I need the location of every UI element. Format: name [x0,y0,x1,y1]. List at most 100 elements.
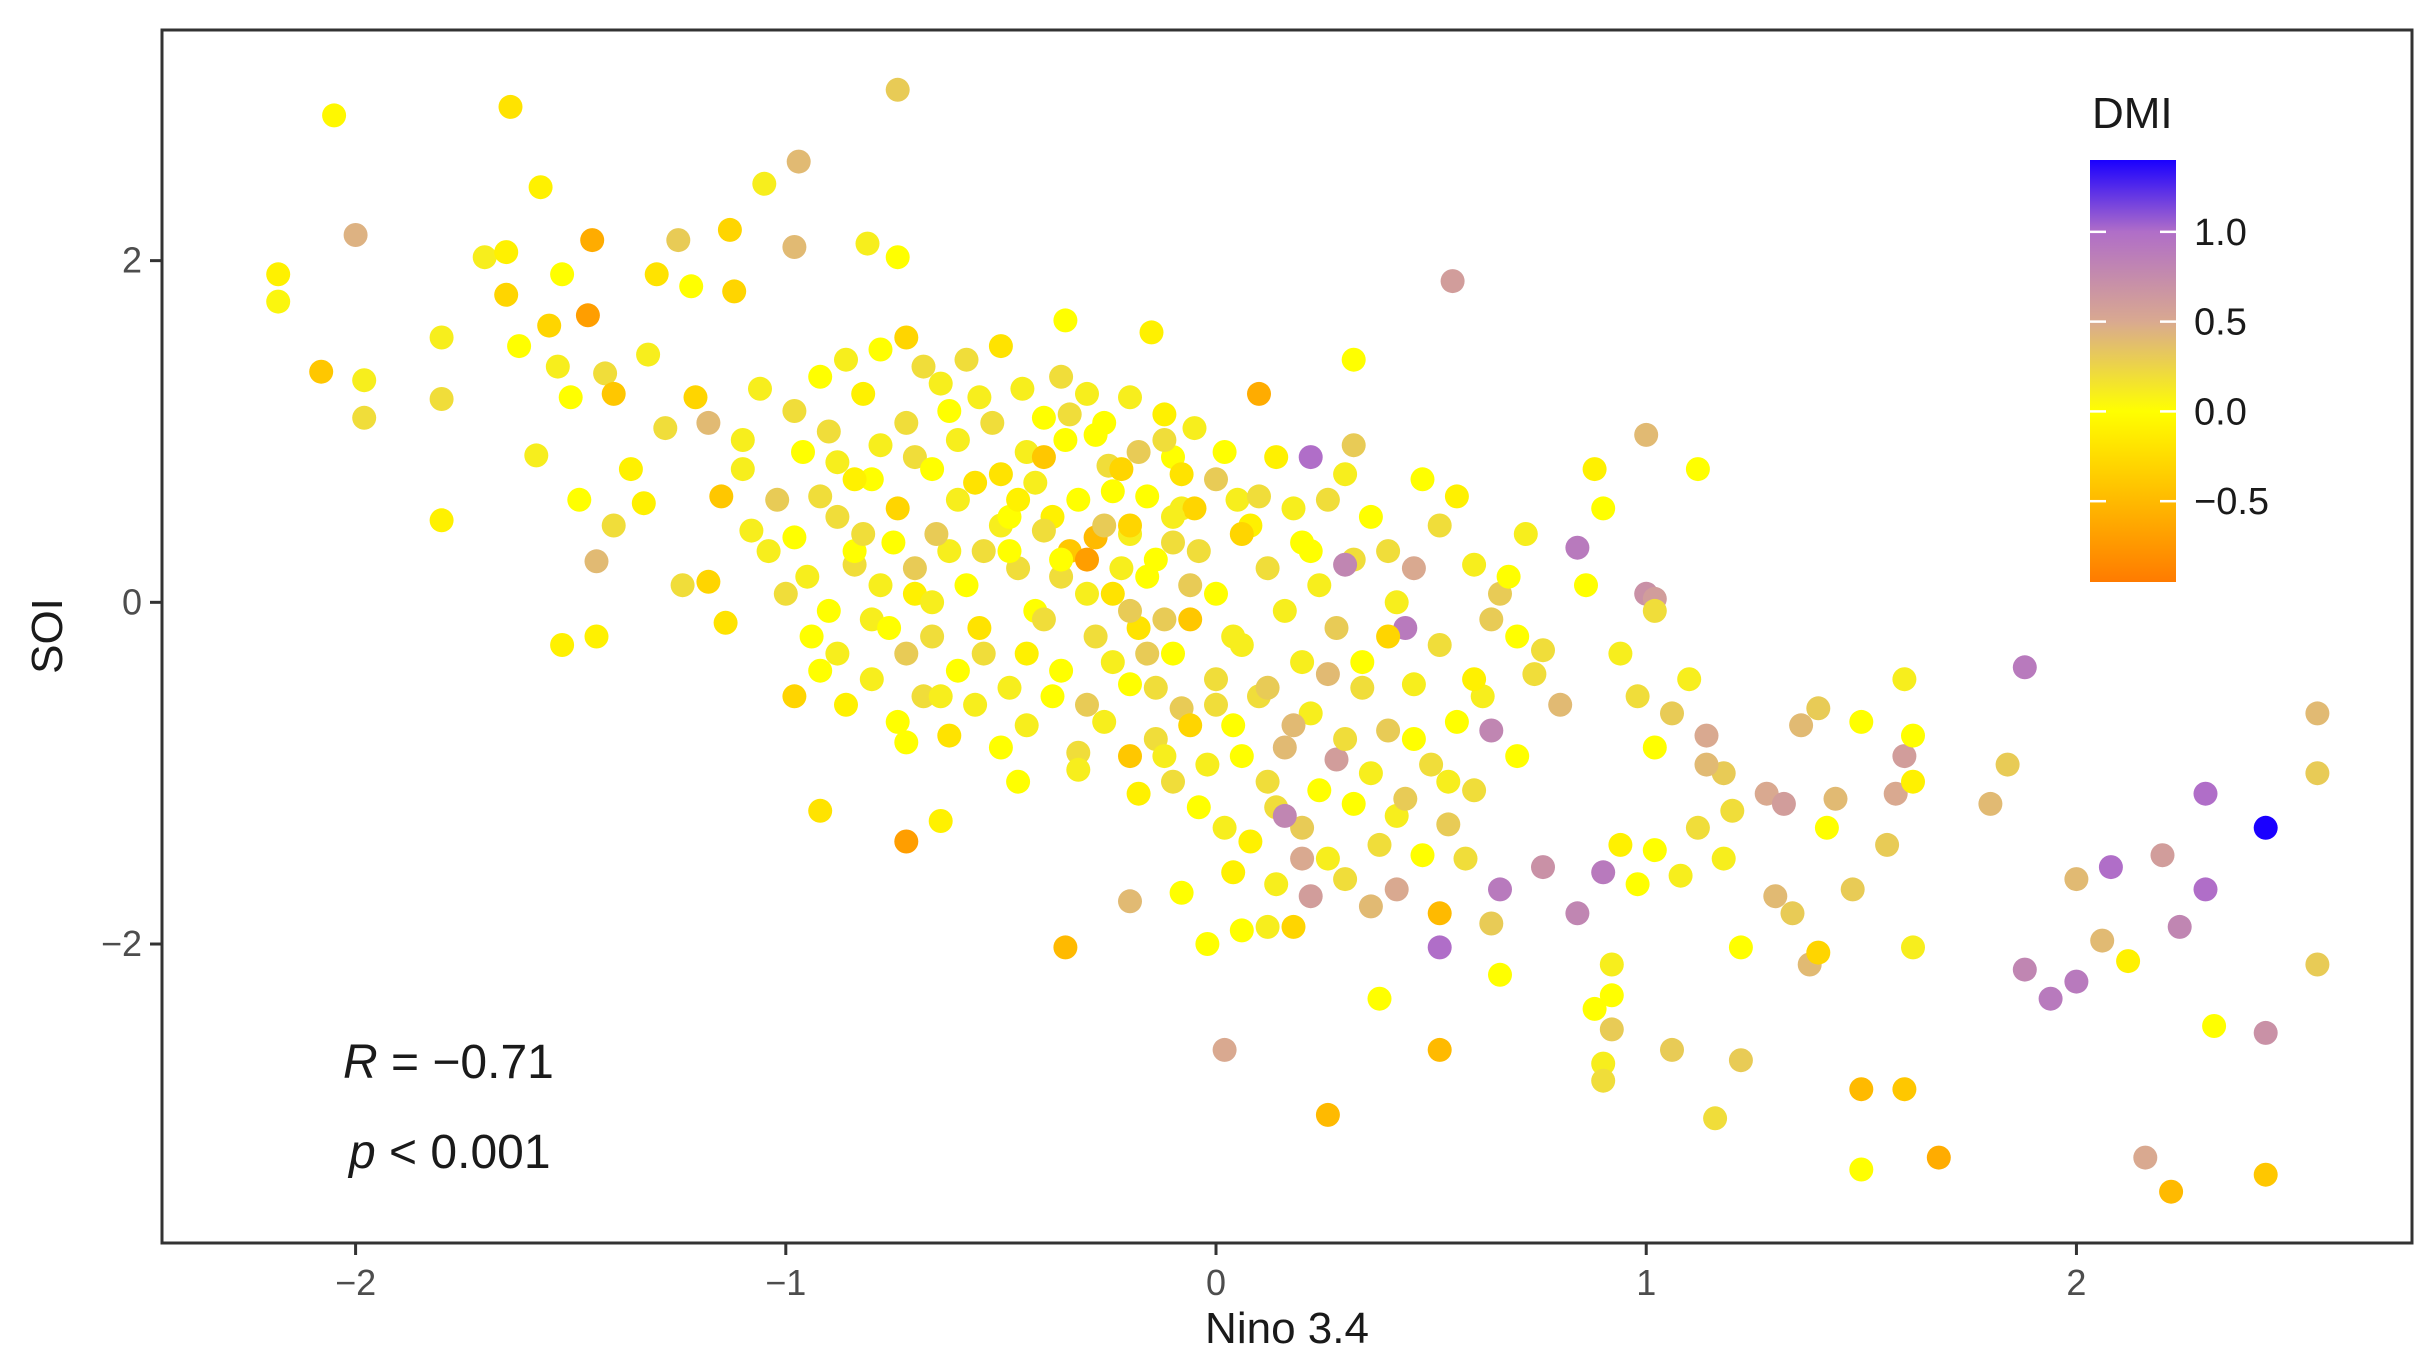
data-point [1427,935,1452,960]
data-point [1066,757,1091,782]
data-point [1053,308,1078,333]
data-point [1053,935,1078,960]
data-point [816,598,841,623]
data-point [1677,667,1702,692]
data-point [1780,901,1805,926]
data-point [1608,641,1633,666]
data-point [1462,667,1487,692]
data-point [1892,744,1917,769]
data-point [1728,935,1753,960]
data-point [1255,769,1280,794]
data-point [1840,877,1865,902]
data-point [1049,564,1074,589]
data-point [1161,504,1185,529]
data-point [1694,723,1719,748]
data-point [1075,581,1099,606]
data-point [1376,539,1401,564]
data-point [1135,641,1160,666]
data-point [1462,552,1487,577]
data-point [1350,675,1375,700]
data-point [1255,914,1280,939]
data-point [1625,684,1650,709]
data-point [791,440,815,464]
data-point [1427,633,1452,657]
legend-tick-label: 0.5 [2194,302,2247,344]
data-point [851,522,876,546]
data-point [309,359,334,384]
data-point [1814,815,1839,840]
data-point [825,641,850,666]
data-point [1100,479,1125,504]
data-point [1720,798,1745,823]
data-point [1143,547,1168,572]
data-point [1341,433,1366,458]
data-point [799,624,824,649]
data-point [1728,1048,1753,1073]
data-point [1875,832,1900,857]
data-point [1272,598,1297,623]
data-point [1883,781,1908,806]
data-point [1806,940,1831,965]
data-point [2305,701,2330,726]
data-point [739,518,764,543]
data-point [1255,675,1280,700]
data-point [920,457,945,482]
data-point [911,354,936,379]
data-point [1892,1077,1917,1102]
data-point [1505,744,1530,769]
data-point [1625,872,1650,897]
data-point [1229,918,1254,943]
data-point [1358,894,1383,919]
data-point [859,467,884,492]
data-point [1118,744,1142,769]
data-point [1634,422,1659,447]
data-point [2116,949,2141,974]
data-point [1444,484,1469,509]
data-point [1031,445,1056,470]
data-point [1410,843,1435,868]
data-point [997,675,1022,700]
data-point [2193,877,2218,902]
data-point [2305,761,2330,786]
data-point [1333,462,1358,487]
data-point [537,313,562,338]
data-point [808,658,833,683]
data-point [2159,1179,2184,1204]
r-annotation: R = −0.71 [343,1036,554,1089]
data-point [1823,786,1848,811]
data-point [2133,1145,2158,1170]
data-point [1440,269,1465,294]
data-point [937,539,962,564]
data-point [1075,381,1099,406]
data-point [1118,598,1142,623]
data-point [1505,624,1530,649]
data-point [881,530,906,555]
data-point [924,522,949,546]
data-point [1358,504,1383,529]
data-point [1462,778,1487,803]
data-point [1496,564,1521,589]
data-point [928,684,953,709]
legend-title: DMI [2092,89,2173,138]
data-point [1315,846,1340,871]
data-point [1531,855,1555,880]
data-point [1367,986,1392,1011]
color-legend: DMI 1.0 0.5 0.0 −0.5 [2090,89,2269,582]
data-point [971,641,996,666]
data-point [928,809,953,833]
data-point [885,496,910,521]
data-point [1152,402,1177,427]
data-point [1298,884,1323,909]
data-point [1066,487,1091,512]
data-point [1608,832,1633,857]
data-point [894,730,919,755]
data-point [352,405,377,430]
data-point [1324,747,1349,772]
y-axis: 2 0 −2 [101,240,162,964]
data-point [1599,1017,1624,1042]
data-point [1410,467,1435,492]
data-point [1488,877,1512,902]
data-point [1264,872,1289,897]
data-point [1057,402,1082,427]
data-point [1479,607,1504,632]
